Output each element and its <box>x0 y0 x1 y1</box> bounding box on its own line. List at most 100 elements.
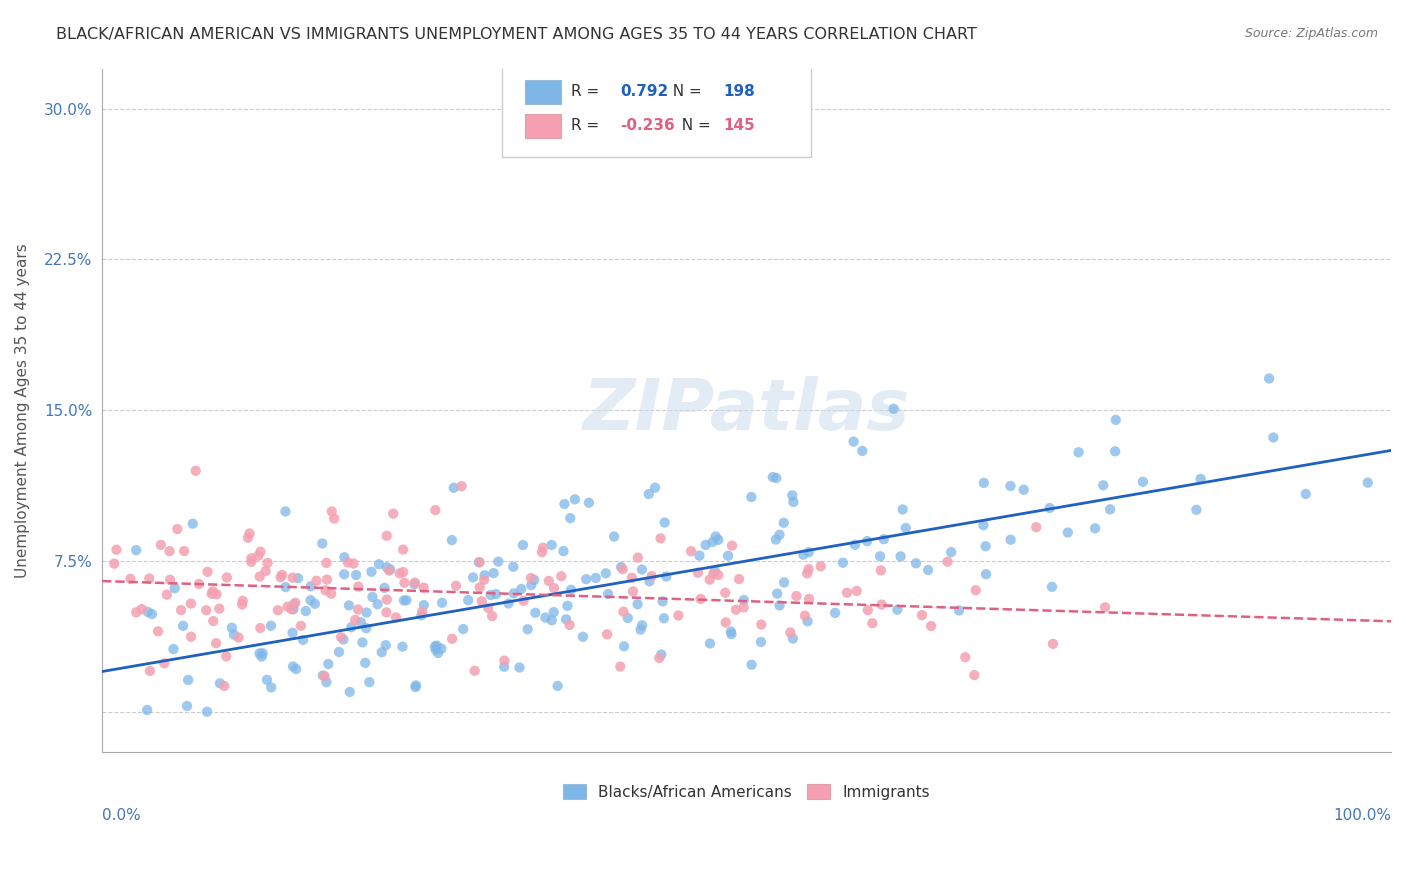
Point <box>375 560 398 574</box>
Point <box>425 503 447 517</box>
Point <box>520 571 543 585</box>
Point <box>707 568 730 582</box>
Point <box>1084 521 1107 535</box>
Point <box>375 529 398 543</box>
Point <box>163 581 186 595</box>
Text: -0.236: -0.236 <box>620 119 675 134</box>
Point <box>550 569 572 583</box>
Point <box>765 533 787 547</box>
Point <box>655 569 678 583</box>
Point <box>392 593 415 607</box>
Point <box>1263 430 1285 444</box>
Point <box>540 613 562 627</box>
Point <box>832 556 855 570</box>
Point <box>749 617 772 632</box>
Point <box>1012 483 1035 497</box>
Point <box>773 575 796 590</box>
Point <box>612 605 634 619</box>
Point <box>385 610 408 624</box>
Point <box>637 487 659 501</box>
Point <box>412 598 434 612</box>
Point <box>627 597 650 611</box>
Point <box>404 680 426 694</box>
Point <box>728 572 751 586</box>
Point <box>596 627 619 641</box>
Point <box>315 556 337 570</box>
Point <box>886 603 908 617</box>
Point <box>180 597 202 611</box>
Point <box>177 673 200 687</box>
Point <box>146 624 169 639</box>
Point <box>427 646 450 660</box>
Point <box>215 649 238 664</box>
Point <box>181 516 204 531</box>
Point <box>733 593 755 607</box>
Point <box>498 597 520 611</box>
Point <box>430 641 453 656</box>
Point <box>221 621 243 635</box>
Point <box>228 631 250 645</box>
Point <box>1132 475 1154 489</box>
Point <box>516 622 538 636</box>
Point <box>1105 413 1128 427</box>
Point <box>494 659 516 673</box>
Point <box>740 490 762 504</box>
Point <box>441 632 464 646</box>
Point <box>560 582 582 597</box>
Point <box>613 640 636 654</box>
Point <box>654 516 676 530</box>
Point <box>765 471 787 485</box>
Point <box>156 588 179 602</box>
Point <box>267 603 290 617</box>
Point <box>344 568 367 582</box>
Text: 0.792: 0.792 <box>620 84 668 99</box>
Point <box>201 587 224 601</box>
Point <box>856 603 879 617</box>
Point <box>955 650 977 665</box>
Point <box>543 605 565 619</box>
Point <box>974 539 997 553</box>
Point <box>707 533 730 547</box>
Point <box>252 646 274 660</box>
Point <box>797 545 820 559</box>
Point <box>373 581 395 595</box>
Point <box>205 587 228 601</box>
Point <box>558 618 581 632</box>
Point <box>311 536 333 550</box>
Point <box>394 575 416 590</box>
Point <box>375 592 398 607</box>
Point <box>292 632 315 647</box>
Point <box>247 549 270 563</box>
Point <box>360 565 382 579</box>
Point <box>249 569 271 583</box>
Point <box>555 612 578 626</box>
Point <box>965 583 987 598</box>
Point <box>724 603 747 617</box>
Point <box>285 662 308 676</box>
Point <box>180 630 202 644</box>
Point <box>714 615 737 630</box>
Point <box>474 568 496 582</box>
Point <box>772 516 794 530</box>
Point <box>284 596 307 610</box>
Point <box>371 645 394 659</box>
Point <box>444 579 467 593</box>
Point <box>638 574 661 589</box>
Point <box>782 495 804 509</box>
Point <box>323 511 346 525</box>
Point <box>686 566 709 580</box>
Point <box>281 625 304 640</box>
Point <box>350 615 373 630</box>
Point <box>835 585 858 599</box>
Point <box>652 611 675 625</box>
Point <box>695 538 717 552</box>
Point <box>450 479 472 493</box>
Point <box>451 622 474 636</box>
Point <box>280 602 302 616</box>
Point <box>703 564 725 578</box>
Point <box>631 562 654 576</box>
Text: R =: R = <box>571 84 605 99</box>
Point <box>256 673 278 687</box>
Point <box>1094 600 1116 615</box>
Point <box>281 571 304 585</box>
